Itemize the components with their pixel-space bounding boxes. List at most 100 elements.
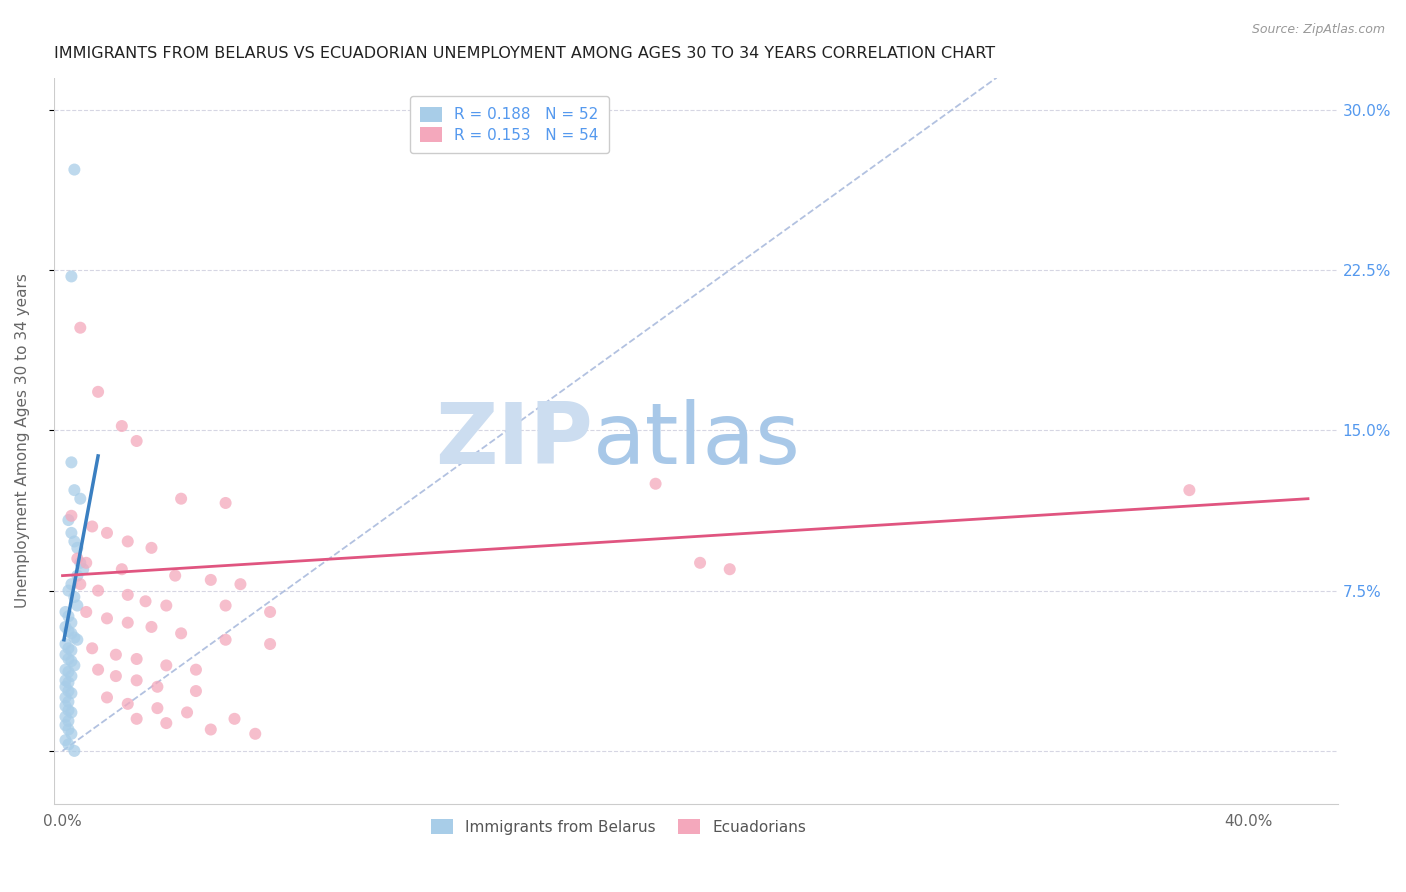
Point (60, 525, 83, 540)
Point (63, 658, 86, 673)
Point (58, 723, 80, 737)
Point (184, 663, 207, 677)
Text: ZIP: ZIP (434, 400, 593, 483)
Point (82, 519, 104, 533)
Point (58, 684, 80, 698)
Point (66, 632, 89, 647)
Point (58, 675, 80, 690)
Point (63, 534, 86, 549)
Point (117, 588, 139, 602)
Point (96, 525, 118, 540)
Point (184, 684, 207, 698)
Point (58, 652, 80, 666)
Point (55, 637, 77, 651)
Point (58, 641, 80, 656)
Point (60, 706, 83, 720)
Point (125, 434, 148, 448)
Point (104, 648, 127, 662)
Point (155, 658, 177, 673)
Point (55, 673, 77, 688)
Point (75, 556, 97, 570)
Point (58, 665, 80, 679)
Point (146, 680, 169, 694)
Point (60, 577, 83, 591)
Point (58, 583, 80, 598)
Point (125, 673, 148, 688)
Point (69, 577, 91, 591)
Point (55, 709, 77, 723)
Point (176, 706, 198, 720)
Point (104, 669, 127, 683)
Point (224, 712, 246, 726)
Point (259, 637, 281, 651)
Point (58, 714, 80, 728)
Point (155, 716, 177, 731)
Point (60, 455, 83, 469)
Point (214, 632, 236, 647)
Point (69, 491, 91, 506)
Point (155, 599, 177, 613)
Point (117, 534, 139, 549)
Point (60, 727, 83, 741)
Point (75, 605, 97, 619)
Point (96, 690, 118, 705)
Point (87, 663, 110, 677)
Point (135, 594, 157, 608)
Point (60, 686, 83, 700)
Point (58, 624, 80, 639)
Point (66, 551, 89, 566)
Point (55, 620, 77, 634)
Y-axis label: Unemployment Among Ages 30 to 34 years: Unemployment Among Ages 30 to 34 years (15, 274, 30, 608)
Point (55, 718, 77, 732)
Point (58, 695, 80, 709)
Point (718, 562, 741, 576)
Point (87, 583, 110, 598)
Point (117, 697, 139, 711)
Point (60, 615, 83, 630)
Point (170, 626, 193, 640)
Text: IMMIGRANTS FROM BELARUS VS ECUADORIAN UNEMPLOYMENT AMONG AGES 30 TO 34 YEARS COR: IMMIGRANTS FROM BELARUS VS ECUADORIAN UN… (53, 46, 994, 62)
Point (58, 513, 80, 527)
Point (55, 733, 77, 747)
Point (66, 541, 89, 555)
Point (66, 568, 89, 582)
Point (63, 631, 86, 645)
Point (55, 690, 77, 705)
Point (214, 496, 236, 510)
Point (644, 476, 666, 491)
Point (111, 562, 134, 576)
Point (58, 738, 80, 752)
Point (60, 669, 83, 683)
Point (200, 573, 222, 587)
Point (55, 648, 77, 662)
Point (141, 541, 163, 555)
Text: Source: ZipAtlas.com: Source: ZipAtlas.com (1251, 23, 1385, 37)
Point (165, 568, 187, 582)
Point (87, 384, 110, 399)
Point (69, 320, 91, 334)
Point (58, 609, 80, 624)
Point (60, 269, 83, 284)
Point (60, 626, 83, 640)
Point (117, 615, 139, 630)
Point (200, 723, 222, 737)
Point (60, 643, 83, 657)
Point (259, 605, 281, 619)
Point (63, 162, 86, 177)
Point (72, 562, 94, 576)
Point (60, 654, 83, 668)
Point (245, 727, 267, 741)
Text: atlas: atlas (593, 400, 801, 483)
Point (146, 701, 169, 715)
Point (60, 508, 83, 523)
Point (96, 611, 118, 625)
Point (55, 680, 77, 694)
Point (69, 556, 91, 570)
Point (58, 703, 80, 717)
Point (111, 419, 134, 434)
Point (66, 599, 89, 613)
Point (170, 491, 193, 506)
Point (689, 556, 711, 570)
Point (63, 744, 86, 758)
Point (214, 599, 236, 613)
